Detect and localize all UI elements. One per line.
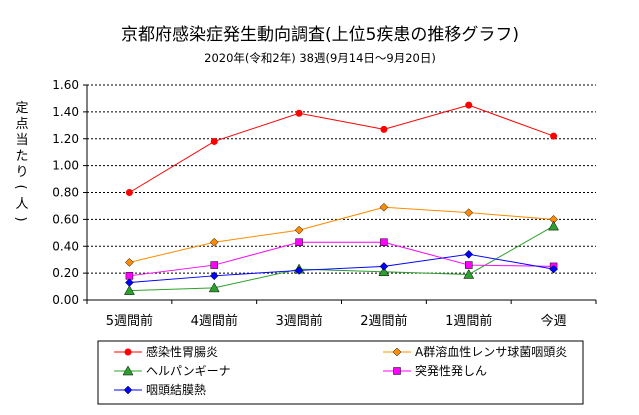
data-point bbox=[208, 282, 220, 293]
y-axis-label-char: 定 bbox=[15, 101, 28, 116]
y-axis-ticks: 0.00 0.20 0.40 0.60 0.80 1.00 1.20 1.40 1.60 bbox=[52, 78, 87, 307]
series-2 bbox=[125, 202, 558, 267]
legend-label: ヘルパンギーナ bbox=[146, 364, 231, 378]
y-tick-label: 0.60 bbox=[52, 212, 79, 226]
y-axis-label-char: り bbox=[15, 165, 28, 180]
gridlines bbox=[87, 84, 596, 274]
x-tick-label: 今週 bbox=[541, 313, 567, 329]
y-tick-label: 1.20 bbox=[52, 132, 79, 146]
series-5 bbox=[125, 249, 558, 287]
y-tick-label: 1.00 bbox=[52, 159, 79, 173]
legend-item: A群溶血性レンサ球菌咽頭炎 bbox=[383, 344, 567, 359]
y-axis-label-char: ) bbox=[13, 216, 28, 221]
legend-label: 咽頭結膜熱 bbox=[146, 383, 206, 397]
y-tick-label: 1.60 bbox=[52, 78, 79, 92]
series-line bbox=[129, 225, 554, 292]
data-point bbox=[209, 271, 219, 281]
legend-marker bbox=[123, 385, 133, 395]
data-point bbox=[549, 264, 558, 274]
y-tick-label: 0.40 bbox=[52, 239, 79, 253]
data-point bbox=[210, 137, 218, 145]
data-point bbox=[123, 285, 135, 295]
data-point bbox=[463, 268, 475, 279]
data-point bbox=[125, 258, 134, 267]
x-tick-label: 5週間前 bbox=[106, 313, 153, 329]
legend-marker bbox=[392, 347, 402, 357]
legend-box bbox=[97, 340, 584, 405]
data-point bbox=[125, 189, 133, 196]
y-tick-label: 0.00 bbox=[52, 293, 79, 307]
y-axis-label-char: ( bbox=[13, 184, 28, 189]
y-tick-label: 0.20 bbox=[52, 266, 79, 280]
y-tick-label: 0.80 bbox=[52, 186, 79, 200]
legend-marker bbox=[393, 367, 401, 375]
series-line bbox=[129, 104, 554, 193]
data-point bbox=[464, 208, 474, 218]
legend-item: 突発性発しん bbox=[383, 363, 487, 378]
data-point bbox=[464, 249, 474, 259]
legend-item: ヘルパンギーナ bbox=[114, 364, 231, 378]
x-tick-label: 4週間前 bbox=[191, 313, 238, 329]
legend-marker bbox=[124, 348, 132, 356]
series-line bbox=[129, 253, 554, 284]
chart-subtitle: 2020年(令和2年) 38週(9月14日～9月20日) bbox=[204, 51, 436, 65]
series-line bbox=[129, 206, 554, 263]
data-point bbox=[550, 132, 558, 140]
data-point bbox=[379, 262, 389, 271]
data-point bbox=[209, 237, 219, 247]
data-point bbox=[294, 266, 304, 275]
data-point bbox=[294, 225, 304, 235]
series-3 bbox=[123, 220, 560, 295]
legend-item: 咽頭結膜熱 bbox=[114, 383, 206, 397]
y-axis-label-char: 点 bbox=[15, 117, 28, 132]
legend-item: 感染性胃腸炎 bbox=[114, 344, 218, 359]
data-point bbox=[380, 238, 388, 246]
y-axis-label-char: 人 bbox=[15, 197, 28, 212]
data-point bbox=[295, 238, 303, 246]
legend-label: 突発性発しん bbox=[415, 363, 487, 378]
y-axis-label-char: 当 bbox=[15, 133, 28, 148]
data-point bbox=[210, 261, 218, 269]
data-point bbox=[378, 266, 390, 277]
x-tick-label: 1週間前 bbox=[445, 313, 492, 329]
legend-marker bbox=[122, 365, 134, 376]
data-point bbox=[548, 220, 560, 231]
x-tick-label: 2週間前 bbox=[360, 313, 407, 329]
series-1 bbox=[125, 101, 558, 196]
y-tick-label: 1.40 bbox=[52, 105, 79, 119]
legend-label: 感染性胃腸炎 bbox=[146, 344, 218, 359]
x-tick-label: 3週間前 bbox=[275, 313, 322, 329]
data-point bbox=[465, 261, 473, 269]
data-point bbox=[379, 202, 389, 212]
x-axis-ticks: 5週間前 4週間前 3週間前 2週間前 1週間前 今週 bbox=[86, 300, 597, 329]
series-line bbox=[129, 241, 554, 277]
data-point bbox=[295, 109, 303, 117]
series-lines bbox=[123, 101, 560, 295]
chart-title: 京都府感染症発生動向調査(上位5疾患の推移グラフ) bbox=[121, 25, 519, 45]
data-point bbox=[380, 125, 388, 133]
data-point bbox=[125, 278, 134, 287]
y-axis-label-char: た bbox=[15, 149, 28, 164]
legend-label: A群溶血性レンサ球菌咽頭炎 bbox=[415, 344, 567, 359]
plot-frame bbox=[86, 85, 596, 301]
data-point bbox=[465, 101, 473, 109]
